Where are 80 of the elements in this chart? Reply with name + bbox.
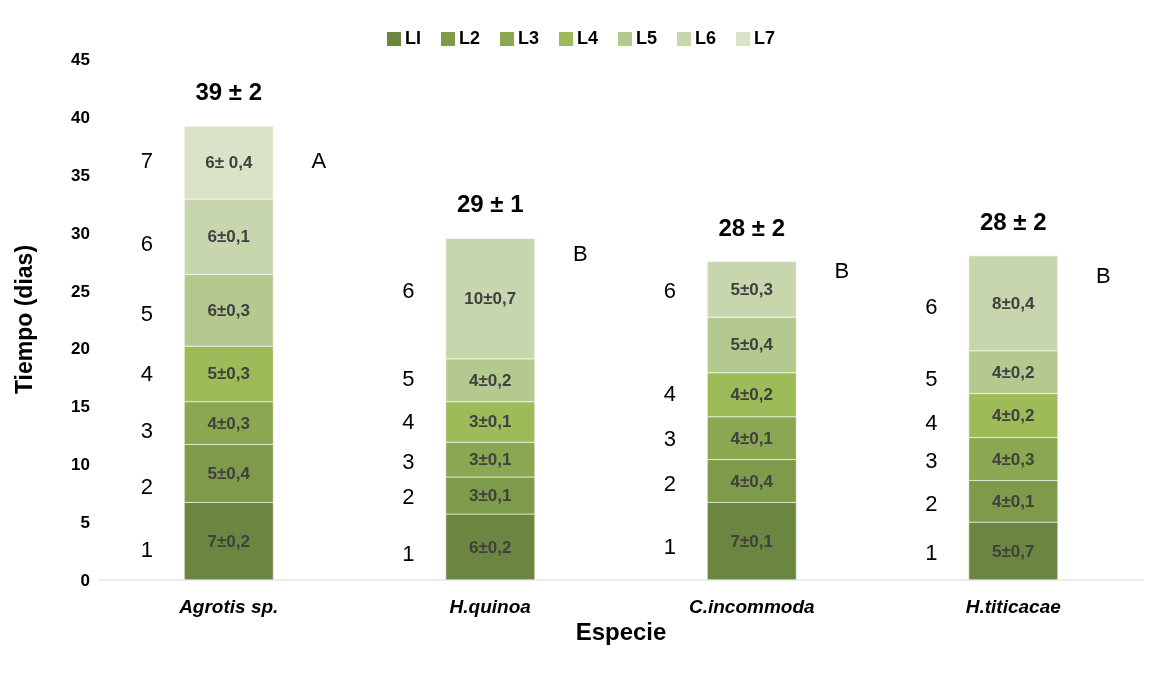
annotation: 3 (402, 449, 415, 475)
annotation: 7 (140, 148, 153, 174)
annotation: 2 (140, 473, 153, 499)
annotation: 3 (140, 418, 153, 444)
annotation: B (1095, 263, 1111, 288)
data-label: 7±0,2 (207, 531, 251, 551)
data-label: 4±0,3 (992, 449, 1035, 469)
legend-label: L7 (754, 28, 776, 48)
annotation: 6 (402, 278, 415, 304)
annotation: B (834, 258, 850, 284)
data-label: 4±0,3 (207, 413, 251, 433)
annotation: 1 (402, 540, 415, 566)
y-axis-title: Tiempo (dias) (11, 244, 38, 395)
data-label: 3±0,1 (469, 412, 512, 432)
annotation: 6 (140, 230, 153, 256)
legend-label: L2 (458, 28, 480, 48)
data-label: 6±0,1 (207, 227, 251, 247)
x-tick-label: C.incommoda (688, 596, 815, 618)
annotation: 2 (402, 484, 415, 510)
y-tick-label: 5 (80, 513, 90, 533)
data-label: 6± 0,4 (205, 153, 253, 173)
x-tick-label: H.titicacae (965, 596, 1062, 618)
annotation: 5 (925, 366, 938, 392)
y-tick-label: 0 (80, 571, 90, 591)
annotation: 3 (663, 426, 676, 452)
data-label: 4±0,2 (992, 406, 1035, 426)
data-label: 6±0,3 (207, 300, 251, 320)
legend-label: L3 (517, 28, 539, 48)
data-label: 4±0,2 (992, 362, 1035, 382)
annotation: 2 (925, 491, 938, 517)
y-tick-label: 20 (71, 339, 90, 359)
legend-label: LI (404, 28, 421, 48)
data-label: 3±0,1 (469, 485, 512, 505)
data-label: 3±0,1 (469, 450, 512, 470)
annotation: 4 (663, 381, 676, 407)
total-label: 29 ± 1 (456, 190, 524, 218)
data-label: 4±0,2 (469, 370, 512, 390)
data-label: 4±0,4 (730, 471, 774, 491)
annotation: A (311, 148, 327, 174)
total-label: 28 ± 2 (979, 207, 1047, 235)
y-tick-label: 30 (71, 223, 90, 243)
x-tick-label: Agrotis sp. (178, 596, 279, 618)
data-label: 5±0,4 (207, 463, 251, 483)
total-label: 39 ± 2 (195, 78, 263, 106)
annotation: 1 (925, 539, 938, 565)
y-tick-label: 45 (71, 50, 90, 70)
data-label: 5±0,3 (207, 364, 251, 384)
x-axis-title: Especie (575, 618, 667, 645)
annotation: 2 (663, 471, 676, 497)
legend-label: L6 (695, 28, 717, 48)
annotation: 4 (925, 410, 938, 436)
annotation: B (572, 241, 588, 267)
annotation: 4 (140, 361, 153, 387)
annotation: 1 (663, 533, 676, 559)
y-tick-label: 40 (71, 107, 90, 127)
data-label: 6±0,2 (469, 537, 512, 557)
data-label: 4±0,1 (992, 491, 1035, 511)
y-tick-label: 25 (71, 281, 90, 301)
annotation: 3 (925, 448, 938, 474)
y-tick-label: 15 (71, 397, 90, 417)
data-label: 10±0,7 (464, 289, 517, 309)
legend-label: L4 (576, 28, 598, 48)
total-label: 28 ± 2 (718, 213, 786, 241)
data-label: 5±0,3 (730, 279, 774, 299)
annotation: 6 (925, 294, 938, 320)
annotation: 5 (140, 301, 153, 327)
y-tick-label: 35 (71, 165, 90, 185)
data-label: 4±0,1 (730, 428, 774, 448)
x-tick-label: H.quinoa (449, 596, 532, 618)
data-label: 8±0,4 (992, 293, 1036, 313)
data-label: 5±0,7 (992, 541, 1035, 561)
legend-label: L5 (636, 28, 658, 48)
annotation: 5 (402, 366, 415, 392)
annotation: 6 (663, 278, 676, 304)
annotation: 1 (140, 537, 153, 563)
data-label: 4±0,2 (730, 385, 774, 405)
y-tick-label: 10 (71, 455, 90, 475)
data-label: 7±0,1 (730, 531, 774, 551)
data-label: 5±0,4 (730, 335, 774, 355)
annotation: 4 (402, 408, 415, 434)
